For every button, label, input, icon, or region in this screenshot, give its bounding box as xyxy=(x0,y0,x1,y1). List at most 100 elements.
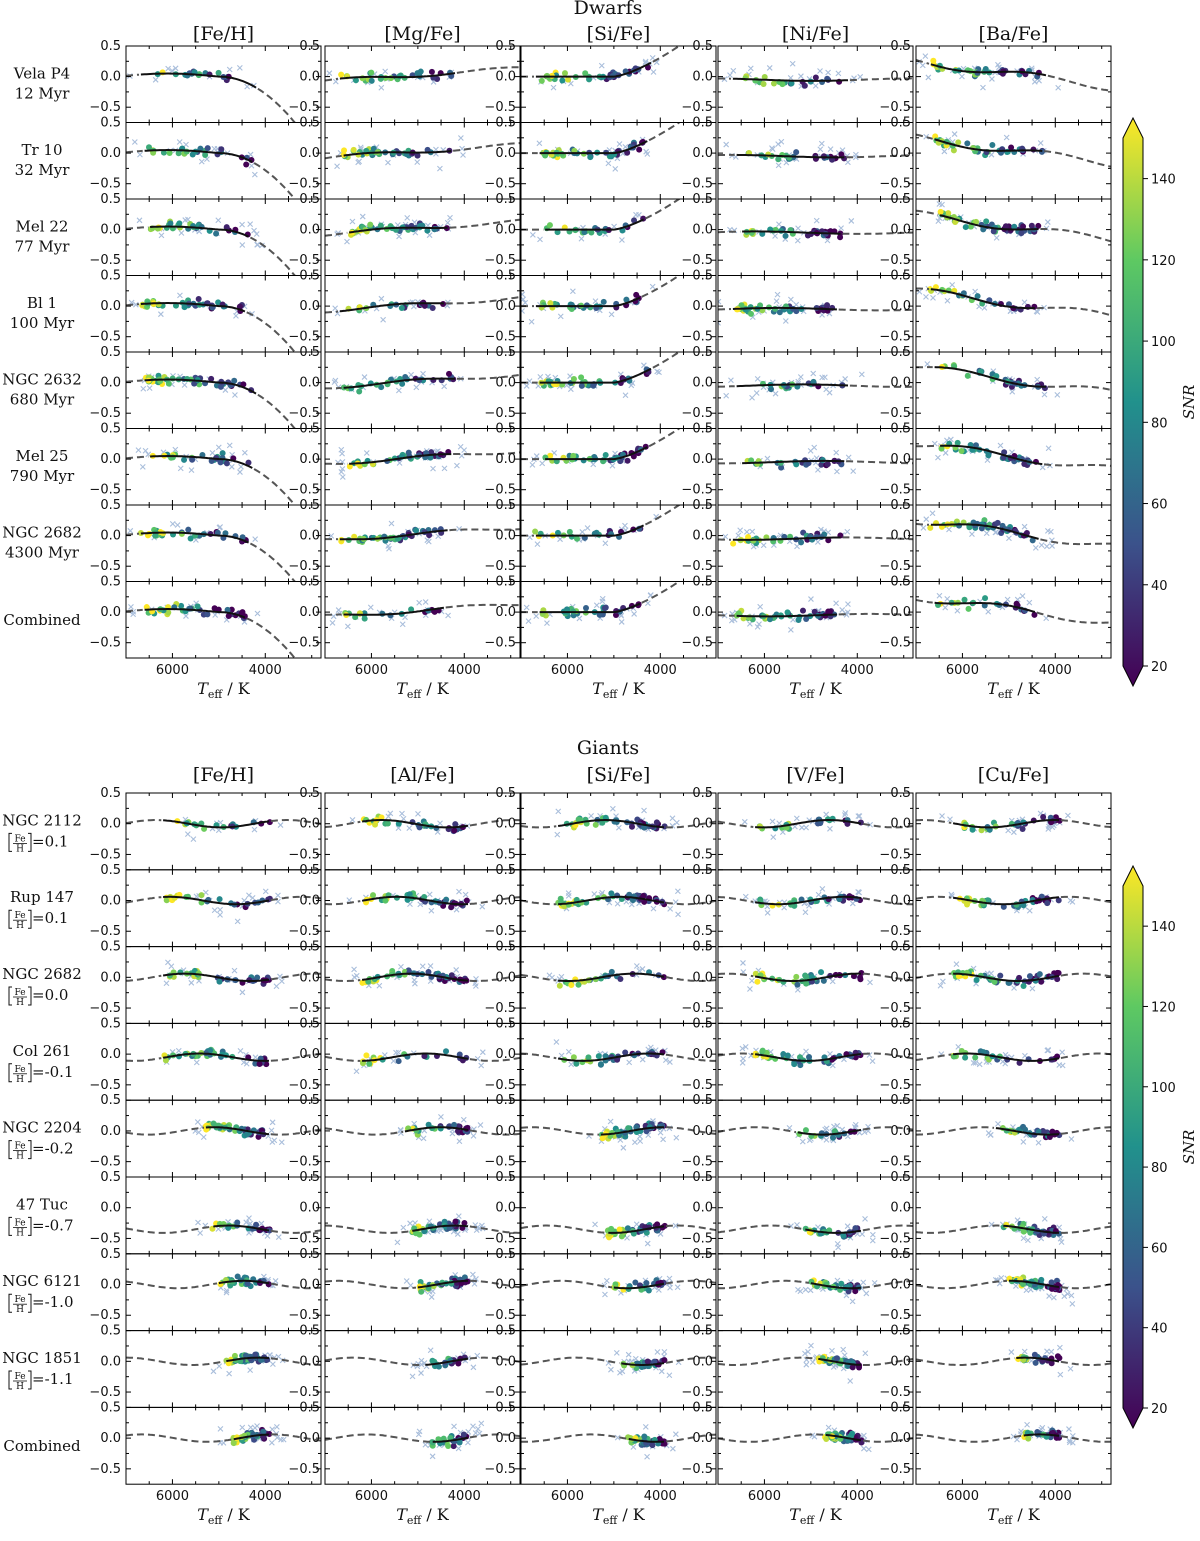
y-tick-label: −0.5 xyxy=(681,330,713,345)
scatter-cross-mark xyxy=(795,378,802,385)
y-tick-label: −0.5 xyxy=(484,636,516,651)
fit-extrapolation-line xyxy=(1043,463,1111,467)
scatter-cross-mark xyxy=(411,1120,418,1127)
scatter-cross-mark xyxy=(1059,1049,1066,1056)
panel-giants-r2-c4: 0.50.0−0.5 xyxy=(879,940,1112,1024)
scatter-cross-mark xyxy=(246,1229,252,1236)
y-tick-label: 0.0 xyxy=(495,70,516,85)
scatter-cross-mark xyxy=(753,390,760,396)
scatter-cross-mark xyxy=(247,1367,254,1373)
scatter-cross-mark xyxy=(669,815,676,822)
scatter-cross-mark xyxy=(794,986,801,993)
scatter-point xyxy=(378,384,385,391)
scatter-cross-mark xyxy=(1032,545,1039,551)
scatter-point xyxy=(803,980,810,987)
scatter-point xyxy=(608,890,615,897)
y-tick-label: −0.5 xyxy=(681,636,713,651)
scatter-point xyxy=(1020,1228,1027,1235)
fit-line xyxy=(736,153,845,159)
scatter-point xyxy=(834,1355,841,1362)
scatter-point xyxy=(793,149,800,156)
x-tick-label: 6000 xyxy=(946,1489,979,1504)
y-tick-label: 0.5 xyxy=(692,116,713,131)
y-tick-label: −0.5 xyxy=(89,1385,121,1400)
scatter-cross-mark xyxy=(644,1240,651,1247)
scatter-cross-mark xyxy=(217,912,223,918)
scatter-cross-mark xyxy=(942,450,949,456)
scatter-cross-mark xyxy=(673,819,680,826)
fit-extrapolation-line xyxy=(846,460,913,465)
scatter-cross-mark xyxy=(395,825,402,831)
scatter-point xyxy=(429,305,436,312)
scatter-cross-mark xyxy=(1044,219,1051,225)
fit-extrapolation-line xyxy=(1060,819,1111,829)
y-tick-label: −0.5 xyxy=(89,330,121,345)
fit-line xyxy=(818,1357,862,1366)
fit-extrapolation-line xyxy=(126,455,149,460)
y-tick-label: −0.5 xyxy=(879,253,911,268)
scatter-cross-mark xyxy=(266,1352,273,1358)
scatter-cross-mark xyxy=(795,225,801,232)
scatter-cross-mark xyxy=(1050,1294,1057,1301)
scatter-cross-mark xyxy=(200,1134,207,1141)
scatter-point xyxy=(962,224,969,231)
scatter-point xyxy=(245,459,252,466)
y-tick-label: 0.0 xyxy=(495,894,516,909)
scatter-point xyxy=(578,382,585,389)
fit-line xyxy=(613,1282,665,1290)
scatter-cross-mark xyxy=(217,1426,224,1432)
scatter-point xyxy=(849,1364,856,1371)
y-tick-label: −0.5 xyxy=(288,636,320,651)
fit-extrapolation-line xyxy=(916,1357,1015,1366)
y-tick-label: −0.5 xyxy=(879,406,911,421)
scatter-cross-mark xyxy=(411,977,418,984)
panel-dwarfs-r4-c1: 0.50.0−0.5 xyxy=(288,345,521,429)
panel-frame xyxy=(915,504,1112,582)
fit-extrapolation-line xyxy=(1036,611,1111,624)
scatter-cross-mark xyxy=(616,141,623,147)
scatter-cross-mark xyxy=(1009,388,1016,395)
scatter-cross-mark xyxy=(233,312,239,319)
scatter-cross-mark xyxy=(819,885,826,892)
fit-extrapolation-line xyxy=(270,819,321,825)
y-tick-label: 0.0 xyxy=(692,1047,713,1062)
scatter-cross-mark xyxy=(146,385,153,391)
fit-extrapolation-line xyxy=(862,1224,913,1232)
scatter-point xyxy=(649,1442,656,1449)
scatter-point xyxy=(651,1358,658,1365)
y-tick-label: 0.5 xyxy=(299,39,320,54)
fit-extrapolation-line xyxy=(718,1126,797,1134)
scatter-point xyxy=(254,974,261,981)
colorbar-tick-label: 120 xyxy=(1151,1000,1176,1015)
y-tick-label: 0.0 xyxy=(692,1354,713,1369)
scatter-point xyxy=(745,533,752,540)
scatter-cross-mark xyxy=(462,891,469,898)
fit-extrapolation-line xyxy=(718,1279,810,1290)
scatter-cross-mark xyxy=(862,1350,869,1357)
y-tick-label: −0.5 xyxy=(89,177,121,192)
scatter-cross-mark xyxy=(669,1445,676,1452)
fit-line xyxy=(163,895,270,906)
scatter-cross-mark xyxy=(357,144,364,151)
scatter-cross-mark xyxy=(935,454,941,461)
scatter-cross-mark xyxy=(620,1144,627,1151)
x-tick-label: 6000 xyxy=(748,1489,781,1504)
scatter-point xyxy=(989,142,996,149)
scatter-cross-mark xyxy=(385,159,391,166)
scatter-cross-mark xyxy=(178,230,185,236)
scatter-cross-mark xyxy=(523,604,530,611)
scatter-cross-mark xyxy=(378,84,385,91)
scatter-cross-mark xyxy=(427,1347,434,1354)
scatter-cross-mark xyxy=(194,1119,201,1125)
scatter-cross-mark xyxy=(855,889,862,895)
scatter-cross-mark xyxy=(639,1056,646,1063)
scatter-cross-mark xyxy=(460,1116,467,1123)
x-tick-label: 4000 xyxy=(1039,663,1072,678)
scatter-cross-mark xyxy=(735,532,742,539)
scatter-cross-mark xyxy=(798,824,805,831)
scatter-cross-mark xyxy=(418,1370,424,1376)
scatter-cross-mark xyxy=(252,1054,259,1061)
scatter-cross-mark xyxy=(243,1060,250,1067)
scatter-point xyxy=(219,450,226,457)
